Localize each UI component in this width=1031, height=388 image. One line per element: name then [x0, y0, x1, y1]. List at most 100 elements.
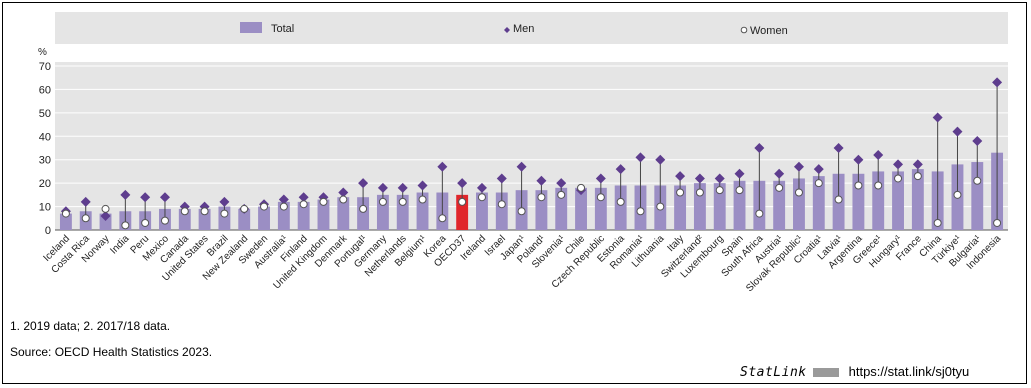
bar-total — [317, 199, 330, 230]
legend-men-marker — [504, 27, 510, 33]
x-tick-label: India — [108, 233, 131, 256]
marker-men — [516, 161, 527, 172]
marker-men — [694, 173, 705, 184]
marker-men — [873, 150, 884, 161]
marker-women — [339, 195, 348, 204]
marker-men — [457, 178, 468, 189]
marker-women — [814, 179, 823, 188]
marker-men — [655, 154, 666, 165]
marker-women — [676, 188, 685, 197]
marker-men — [635, 152, 646, 163]
statlink-logo-icon — [812, 368, 839, 378]
marker-women — [537, 193, 546, 202]
footnote: 1. 2019 data; 2. 2017/18 data. — [10, 319, 171, 333]
bar-total — [337, 197, 350, 230]
marker-women — [794, 188, 803, 197]
legend-women-label: Women — [750, 25, 788, 37]
bar-total — [99, 213, 112, 230]
grid — [55, 62, 1008, 231]
bar-total — [674, 185, 687, 230]
y-tick-label: 50 — [39, 108, 51, 120]
marker-women — [755, 209, 764, 218]
marker-women — [656, 202, 665, 211]
marker-men — [774, 168, 785, 179]
bar-total — [535, 190, 548, 230]
marker-men — [278, 194, 289, 205]
plot-background — [55, 62, 1008, 230]
marker-men — [417, 180, 428, 191]
marker-men — [833, 143, 844, 153]
y-tick-label: 30 — [39, 155, 51, 167]
marker-women — [319, 197, 328, 206]
marker-men — [734, 168, 745, 179]
marker-women — [121, 221, 130, 230]
statlink-url[interactable]: https://stat.link/sj0tyu — [848, 364, 970, 379]
marker-women — [577, 183, 586, 192]
bar-total — [575, 187, 587, 230]
marker-women — [141, 218, 150, 227]
chart-marks — [59, 77, 1004, 230]
marker-men — [120, 189, 131, 200]
marker-women — [160, 216, 169, 225]
marker-women — [913, 172, 922, 181]
bar-total — [357, 197, 370, 230]
marker-women — [695, 188, 704, 197]
marker-women — [874, 181, 883, 190]
statlink-label: StatLink — [740, 365, 807, 380]
bar-total — [713, 183, 726, 230]
statlink[interactable]: StatLink https://stat.link/sj0tyu — [740, 364, 969, 380]
source-note: Source: OECD Health Statistics 2023. — [10, 345, 213, 359]
marker-men — [813, 164, 824, 175]
y-axis: 0 10 20 30 40 50 60 70% — [38, 47, 51, 237]
marker-women — [993, 218, 1002, 227]
marker-women — [81, 214, 90, 223]
y-tick-label: 40 — [39, 131, 51, 143]
bar-total — [495, 192, 508, 230]
y-tick-label: 70 — [39, 61, 51, 73]
bar-total — [733, 180, 746, 230]
legend-women-marker — [740, 26, 748, 34]
y-tick-label: 60 — [39, 84, 51, 96]
bar-total — [396, 194, 409, 230]
bar-total — [218, 206, 231, 230]
bar-total — [376, 194, 389, 230]
marker-women — [973, 176, 982, 185]
bar-total — [773, 180, 786, 230]
bar-total — [555, 187, 568, 230]
bar-total — [892, 171, 904, 230]
marker-women — [894, 174, 903, 183]
marker-men — [80, 196, 91, 207]
marker-women — [735, 186, 744, 195]
marker-men — [952, 126, 963, 137]
marker-men — [437, 161, 448, 172]
bar-total — [693, 183, 706, 230]
marker-women — [933, 218, 942, 227]
marker-women — [180, 207, 189, 216]
marker-men — [377, 182, 388, 193]
marker-women — [715, 186, 724, 195]
bar-total — [297, 201, 310, 230]
bar-total — [238, 208, 251, 230]
marker-women — [299, 200, 308, 209]
marker-men — [893, 159, 904, 170]
legend-total-swatch — [240, 22, 262, 33]
y-tick-label: 10 — [39, 202, 51, 214]
legend-men-label: Men — [513, 23, 534, 35]
marker-women — [517, 207, 526, 216]
marker-women — [398, 197, 407, 206]
bar-total — [277, 201, 290, 230]
marker-women — [359, 204, 368, 213]
figure-frame — [2, 2, 1027, 384]
marker-men — [397, 182, 408, 193]
marker-men — [615, 164, 626, 175]
bar-total — [416, 192, 429, 230]
bar-total — [872, 171, 885, 230]
bar-total — [456, 194, 469, 230]
marker-women — [557, 190, 566, 199]
bar-total — [476, 192, 488, 230]
marker-men — [536, 175, 547, 186]
marker-women — [378, 197, 387, 206]
bar-total — [59, 213, 72, 230]
marker-men — [972, 135, 983, 146]
